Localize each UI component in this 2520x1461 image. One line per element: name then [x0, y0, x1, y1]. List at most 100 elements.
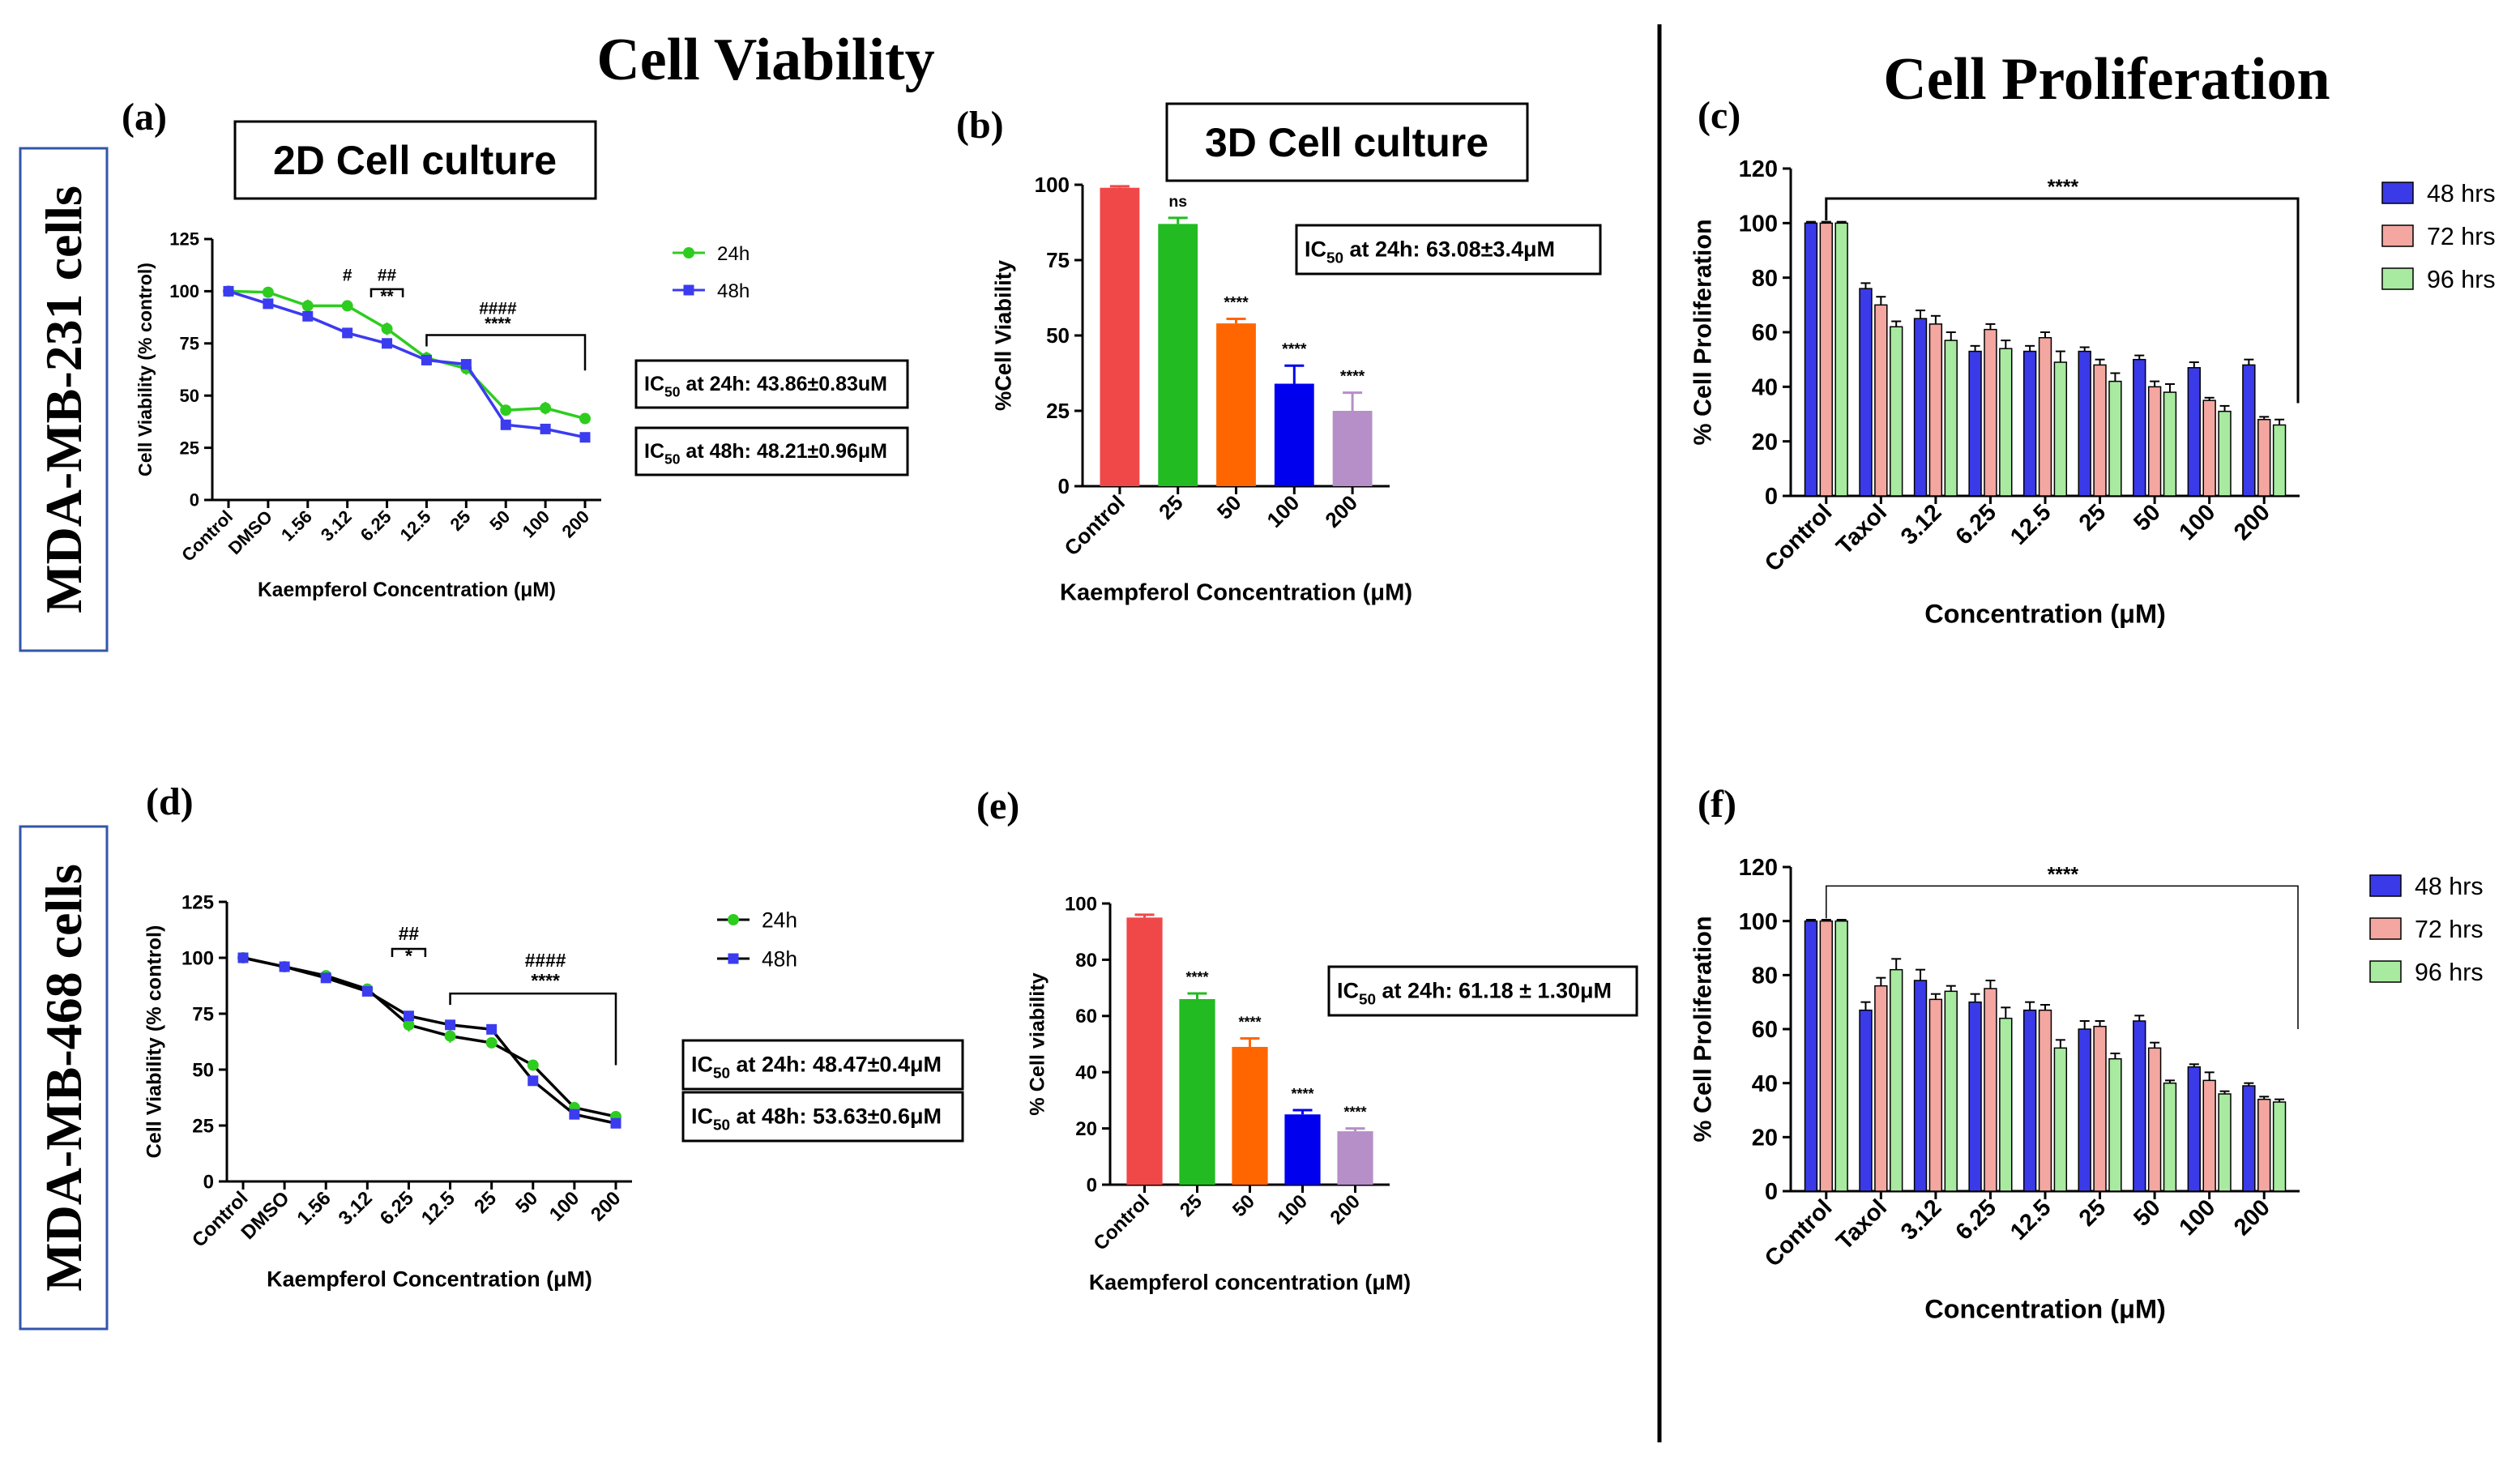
x-tick-label: 100 [545, 1187, 583, 1225]
bar-48 hrs [1804, 920, 1818, 1192]
bar-72 hrs [1984, 988, 1997, 1192]
y-tick-label: 20 [1752, 429, 1778, 455]
x-tick-label: 3.12 [1896, 1194, 1947, 1245]
bar-48 hrs [2242, 364, 2256, 497]
y-axis-title: Cell Viability (% control) [143, 925, 165, 1159]
x-tick-label: 25 [2074, 1194, 2111, 1231]
bar-50 [1216, 323, 1256, 486]
significance-bracket-long [449, 992, 617, 1066]
bar-48 hrs [1859, 1009, 1873, 1192]
y-tick-label: 100 [169, 281, 199, 301]
bar-Control [1100, 187, 1140, 486]
bar-48 hrs [1859, 288, 1873, 497]
legend-label-72 hrs: 72 hrs [2415, 916, 2484, 943]
data-point-48h [320, 972, 331, 984]
y-tick-label: 0 [1765, 1179, 1778, 1205]
significance-bracket-short [391, 947, 427, 957]
x-tick-label: 50 [2129, 1194, 2165, 1231]
y-tick-label: 125 [182, 891, 214, 913]
legend-swatch-72 hrs [2369, 917, 2402, 940]
significance-mark: **** [2048, 864, 2079, 886]
x-tick-label: 100 [1262, 490, 1304, 532]
significance-mark: **** [1343, 1104, 1366, 1121]
bar-50 [1232, 1046, 1268, 1185]
significance-mark: **** [1238, 1015, 1261, 1031]
x-axis-title: Kaempferol concentration (μM) [1089, 1271, 1411, 1295]
y-tick-label: 25 [192, 1115, 214, 1137]
x-tick-label: 25 [1176, 1190, 1207, 1221]
bar-48 hrs [1913, 318, 1928, 497]
data-point-24h [381, 323, 393, 335]
legend-label-24h: 24h [717, 243, 750, 265]
panel-label: (f) [1698, 783, 1736, 826]
bar-96 hrs [2053, 1047, 2068, 1192]
y-tick-label: 120 [1739, 855, 1778, 881]
data-point-48h [223, 285, 234, 297]
y-tick-label: 50 [192, 1059, 214, 1081]
bar-72 hrs [1874, 985, 1888, 1192]
data-point-48h [342, 327, 353, 339]
y-tick-label: 75 [180, 334, 199, 354]
x-tick-label: 25 [1154, 490, 1188, 524]
data-point-48h [579, 432, 591, 443]
bar-72 hrs [2202, 399, 2216, 497]
bar-48 hrs [2022, 350, 2037, 497]
panel-label: (b) [956, 104, 1004, 147]
x-tick-label: 200 [2229, 1194, 2275, 1241]
bar-100 [1284, 1114, 1321, 1185]
significance-mark: **** [531, 970, 560, 991]
data-point-24h [301, 300, 314, 312]
y-tick-label: 80 [1752, 266, 1778, 292]
y-tick-label: 80 [1752, 963, 1778, 989]
bar-72 hrs [1874, 304, 1888, 497]
bar-200 [1332, 411, 1373, 486]
significance-mark: **** [1340, 368, 1365, 386]
bar-48 hrs [2133, 358, 2146, 497]
x-axis-title: Kaempferol Concentration (μM) [258, 579, 556, 601]
x-tick-label: 200 [557, 506, 593, 542]
x-tick-label: Control [1090, 1190, 1154, 1254]
significance-mark: ## [378, 267, 397, 285]
bar-96 hrs [2163, 1082, 2177, 1192]
y-axis-title: % Cell Proliferation [1689, 219, 1716, 445]
x-axis-title: Kaempferol Concentration (μM) [267, 1267, 592, 1292]
y-axis-title: % Cell Proliferation [1689, 916, 1716, 1142]
y-tick-label: 40 [1752, 1071, 1778, 1097]
bar-96 hrs [1999, 348, 2013, 497]
cell-proliferation-heading: Cell Proliferation [1883, 46, 2330, 113]
x-tick-label: Taxol [1831, 499, 1892, 560]
x-tick-label: Control [1760, 499, 1838, 577]
legend-label-48h: 48h [717, 280, 750, 302]
legend-label-24h: 24h [762, 908, 797, 933]
x-tick-label: 200 [587, 1187, 625, 1225]
data-point-48h [540, 423, 551, 434]
legend-label-48 hrs: 48 hrs [2427, 180, 2496, 207]
bar-96 hrs [1944, 990, 1958, 1192]
y-tick-label: 100 [182, 947, 214, 969]
panel-b: 0 25 50 75 100 Control 25 50 100 200 %Cell Viabili… [956, 104, 1602, 605]
ic50-text: IC50 at 24h: 63.08±3.4μM [1305, 237, 1555, 267]
x-tick-label: 25 [2074, 499, 2111, 536]
legend-label-48h: 48h [762, 947, 797, 972]
x-tick-label: 3.12 [335, 1187, 377, 1229]
ic50-box [1327, 965, 1638, 1017]
data-point-48h [263, 298, 274, 310]
x-tick-label: 25 [470, 1187, 501, 1218]
data-point-24h [444, 1030, 456, 1042]
data-point-24h [500, 404, 512, 417]
bar-48 hrs [2187, 367, 2201, 497]
y-tick-label: 60 [1075, 1006, 1097, 1027]
significance-bracket-long [425, 334, 587, 371]
x-tick-label: 50 [2129, 499, 2165, 536]
significance-mark: # [343, 267, 352, 285]
x-tick-label: 6.25 [1951, 1194, 2002, 1245]
bar-48 hrs [1913, 980, 1928, 1192]
bar-48 hrs [2078, 350, 2091, 497]
x-tick-label: 200 [1326, 1190, 1365, 1228]
bar-72 hrs [1819, 222, 1833, 497]
bar-96 hrs [2053, 361, 2068, 497]
y-tick-label: 120 [1739, 156, 1778, 182]
data-point-48h [361, 985, 373, 997]
